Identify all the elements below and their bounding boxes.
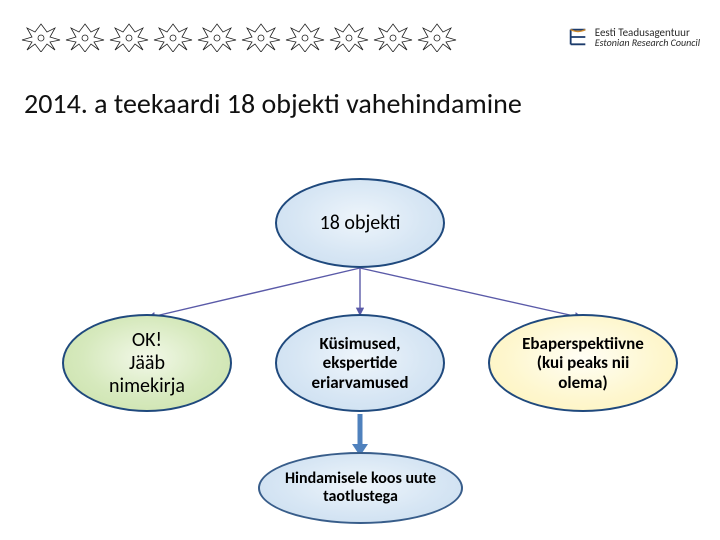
node-top-label: 18 objekti: [310, 212, 411, 235]
node-left: OK! Jääb nimekirja: [62, 314, 232, 412]
logo-line2: Estonian Research Council: [595, 38, 700, 48]
slide: Eesti Teadusagentuur Estonian Research C…: [0, 0, 720, 540]
header-band: Eesti Teadusagentuur Estonian Research C…: [20, 18, 700, 56]
node-right-label: Ebaperspektiivne (kui peaks nii olema): [512, 334, 654, 393]
logo: Eesti Teadusagentuur Estonian Research C…: [567, 26, 700, 48]
logo-icon: [567, 26, 589, 48]
node-right: Ebaperspektiivne (kui peaks nii olema): [488, 314, 678, 412]
node-mid: Küsimused, ekspertide eriarvamused: [275, 314, 445, 412]
ornament-strip: [20, 22, 559, 52]
node-mid-label: Küsimused, ekspertide eriarvamused: [302, 334, 419, 393]
node-bottom: Hindamisele koos uute taotlustega: [258, 452, 463, 524]
page-title: 2014. a teekaardi 18 objekti vahehindami…: [24, 86, 522, 121]
node-top: 18 objekti: [275, 178, 445, 268]
node-bottom-label: Hindamisele koos uute taotlustega: [275, 470, 446, 507]
node-left-label: OK! Jääb nimekirja: [99, 329, 195, 398]
